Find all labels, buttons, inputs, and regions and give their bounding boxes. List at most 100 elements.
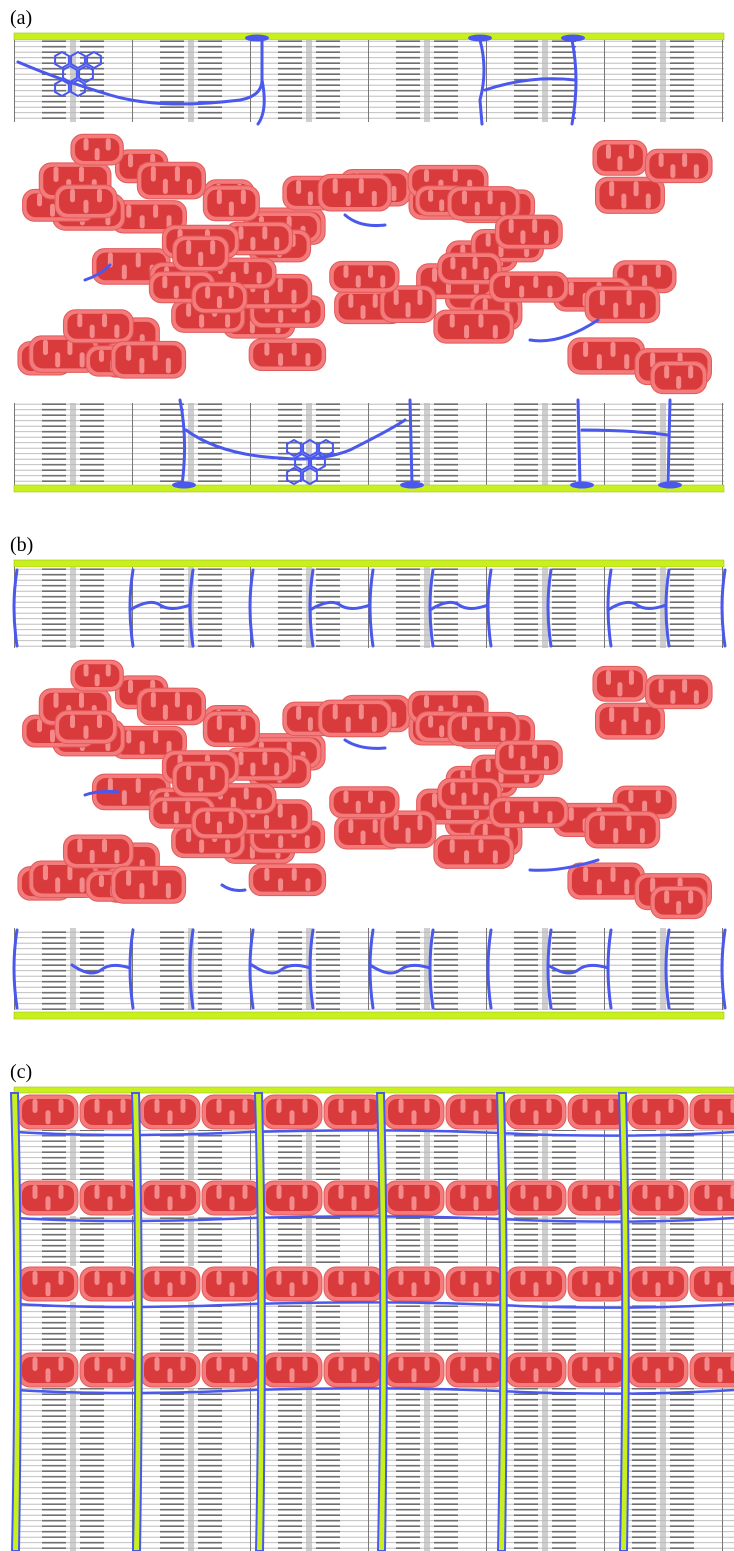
crista [361,305,366,319]
crista [583,867,588,882]
crista [399,1099,404,1113]
mito-inner [115,870,181,899]
crista [544,756,549,770]
crista [108,1282,113,1296]
mitochondrion [140,1267,200,1301]
crista [80,877,85,892]
crista [500,202,505,216]
crista [250,237,255,250]
crista [656,1110,661,1124]
mito-inner [694,1099,734,1125]
crista [424,695,429,708]
mito-inner [572,867,641,895]
crista [70,189,75,202]
mitochondrion [645,149,712,182]
crista [718,1368,723,1382]
mito-inner [599,181,660,209]
crista [199,314,204,327]
crista [59,1357,64,1371]
crista [95,674,100,686]
mitochondrion [55,711,117,744]
crista [339,1099,344,1113]
crista [244,788,249,800]
mitochondrion [628,1095,688,1129]
crista [181,1357,186,1371]
mitochondrion [249,864,325,896]
mito-inner [589,290,656,318]
mitochondrion [489,797,568,827]
crista [583,1099,588,1113]
crista [162,801,167,813]
mito-inner [442,782,497,805]
crista [122,790,127,805]
crista [205,286,210,298]
crista [79,167,84,182]
crista [174,811,179,823]
crista [505,276,510,288]
crista [628,790,633,803]
crista [217,1271,222,1285]
membrane-tubule [345,215,385,226]
crista [54,693,59,708]
crista [425,1185,430,1199]
crista [629,144,634,158]
crista [140,741,145,754]
crista [634,181,639,196]
crista [643,1099,648,1113]
crista [569,807,574,821]
crista [292,868,297,881]
crista [611,342,616,357]
crista [609,1271,614,1285]
crista [99,350,104,362]
mitochondrion [446,1353,506,1387]
crista [352,1282,357,1296]
crista [230,1368,235,1382]
mitochondrion [140,1353,200,1387]
crista [544,230,549,244]
mitochondrion [262,1095,322,1129]
crista [59,1271,64,1285]
crista [547,811,552,823]
crista [628,265,633,278]
crista [486,759,491,772]
crista [166,358,171,373]
crista [46,1282,51,1296]
crista [583,1185,588,1199]
crista [356,275,361,287]
sarcolemma [14,560,724,567]
crista [174,286,179,298]
crista [262,752,267,765]
crista [597,879,602,894]
myofibril [14,403,724,485]
crista [694,164,699,178]
crista [199,840,204,853]
mitochondrion [330,261,399,292]
crista [305,878,310,891]
crista [621,194,626,209]
crista [368,265,373,277]
mito-inner [442,257,497,280]
mitochondrion [568,1353,628,1387]
crista [140,215,145,228]
crista [453,695,458,708]
crista [705,1185,710,1199]
crista [97,189,102,202]
crista [83,200,88,213]
crista [243,1099,248,1113]
crista [106,664,111,676]
mitochondrion [192,808,247,839]
crista [670,164,675,178]
crista [731,1271,734,1285]
mitochondrion [192,282,247,313]
crista [352,1196,357,1210]
mitochondrion [506,1267,566,1301]
crista [136,253,141,268]
mitochondrion [651,886,707,918]
mitochondrion [628,1181,688,1215]
transverse-tubule [11,1093,21,1551]
crista [217,1099,222,1113]
crista [656,1368,661,1382]
crista [718,1110,723,1124]
crista [77,314,82,328]
crista [461,267,466,280]
